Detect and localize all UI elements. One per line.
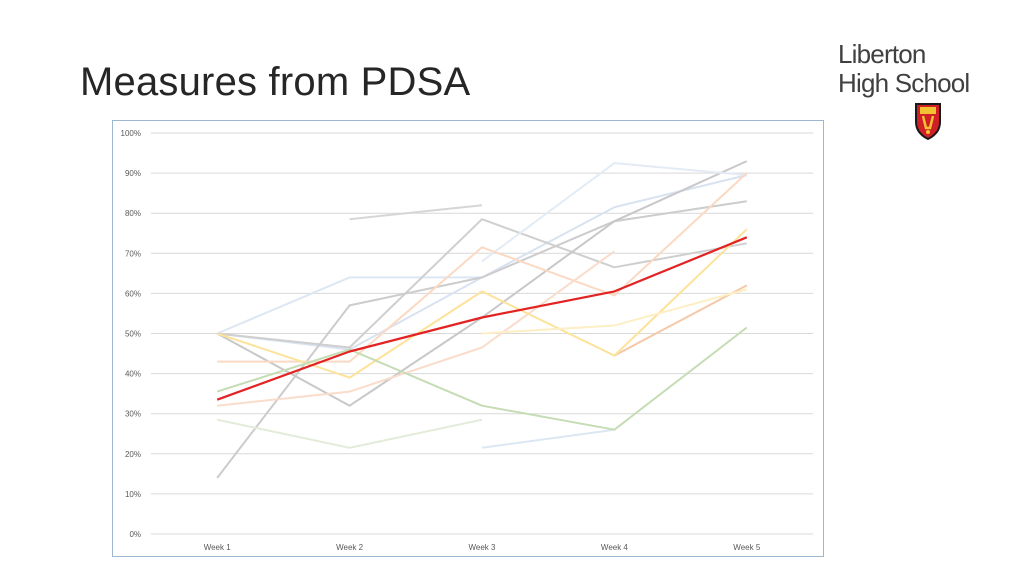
series-line xyxy=(216,276,482,335)
y-tick-label: 50% xyxy=(125,330,141,339)
series-line xyxy=(481,162,747,263)
x-tick-label: Week 5 xyxy=(733,543,761,552)
y-tick-label: 10% xyxy=(125,490,141,499)
series-line xyxy=(481,288,748,335)
series-line xyxy=(216,418,483,449)
school-crest-shield-icon xyxy=(915,103,941,140)
series-line xyxy=(481,428,615,449)
x-tick-label: Week 4 xyxy=(601,543,629,552)
y-tick-label: 80% xyxy=(125,209,141,218)
logo-text-high-school: High School xyxy=(838,68,970,98)
series-line xyxy=(216,326,748,431)
x-tick-label: Week 1 xyxy=(204,543,232,552)
y-tick-label: 100% xyxy=(121,129,141,138)
y-tick-label: 30% xyxy=(125,410,141,419)
series-line xyxy=(217,218,747,349)
y-tick-label: 60% xyxy=(125,289,141,298)
y-tick-label: 20% xyxy=(125,450,141,459)
series-line xyxy=(217,174,748,351)
school-logo: Liberton High School xyxy=(838,39,988,140)
chart-frame: 0% 10% 20% 30% 40% 50% 60% 70% 80% 90% 100% Week 1… xyxy=(112,120,824,557)
series-line-average xyxy=(216,236,748,401)
series-line xyxy=(217,172,748,363)
logo-text-liberton: Liberton xyxy=(838,39,926,69)
y-tick-label: 0% xyxy=(129,530,141,539)
slide-title: Measures from PDSA xyxy=(80,60,471,104)
series-line xyxy=(349,204,483,221)
series-line xyxy=(217,250,615,407)
y-tick-label: 40% xyxy=(125,370,141,379)
x-tick-label: Week 3 xyxy=(469,543,497,552)
chart-series xyxy=(216,160,748,479)
series-line xyxy=(613,284,748,357)
x-tick-label: Week 2 xyxy=(336,543,364,552)
y-tick-label: 90% xyxy=(125,169,141,178)
y-axis-tick-labels: 0% 10% 20% 30% 40% 50% 60% 70% 80% 90% 100% xyxy=(121,129,141,539)
series-line xyxy=(216,228,748,379)
line-chart: 0% 10% 20% 30% 40% 50% 60% 70% 80% 90% 100% Week 1… xyxy=(121,129,813,552)
y-tick-label: 70% xyxy=(125,249,141,258)
x-axis-tick-labels: Week 1 Week 2 Week 3 Week 4 Week 5 xyxy=(204,543,761,552)
series-line xyxy=(216,160,748,407)
